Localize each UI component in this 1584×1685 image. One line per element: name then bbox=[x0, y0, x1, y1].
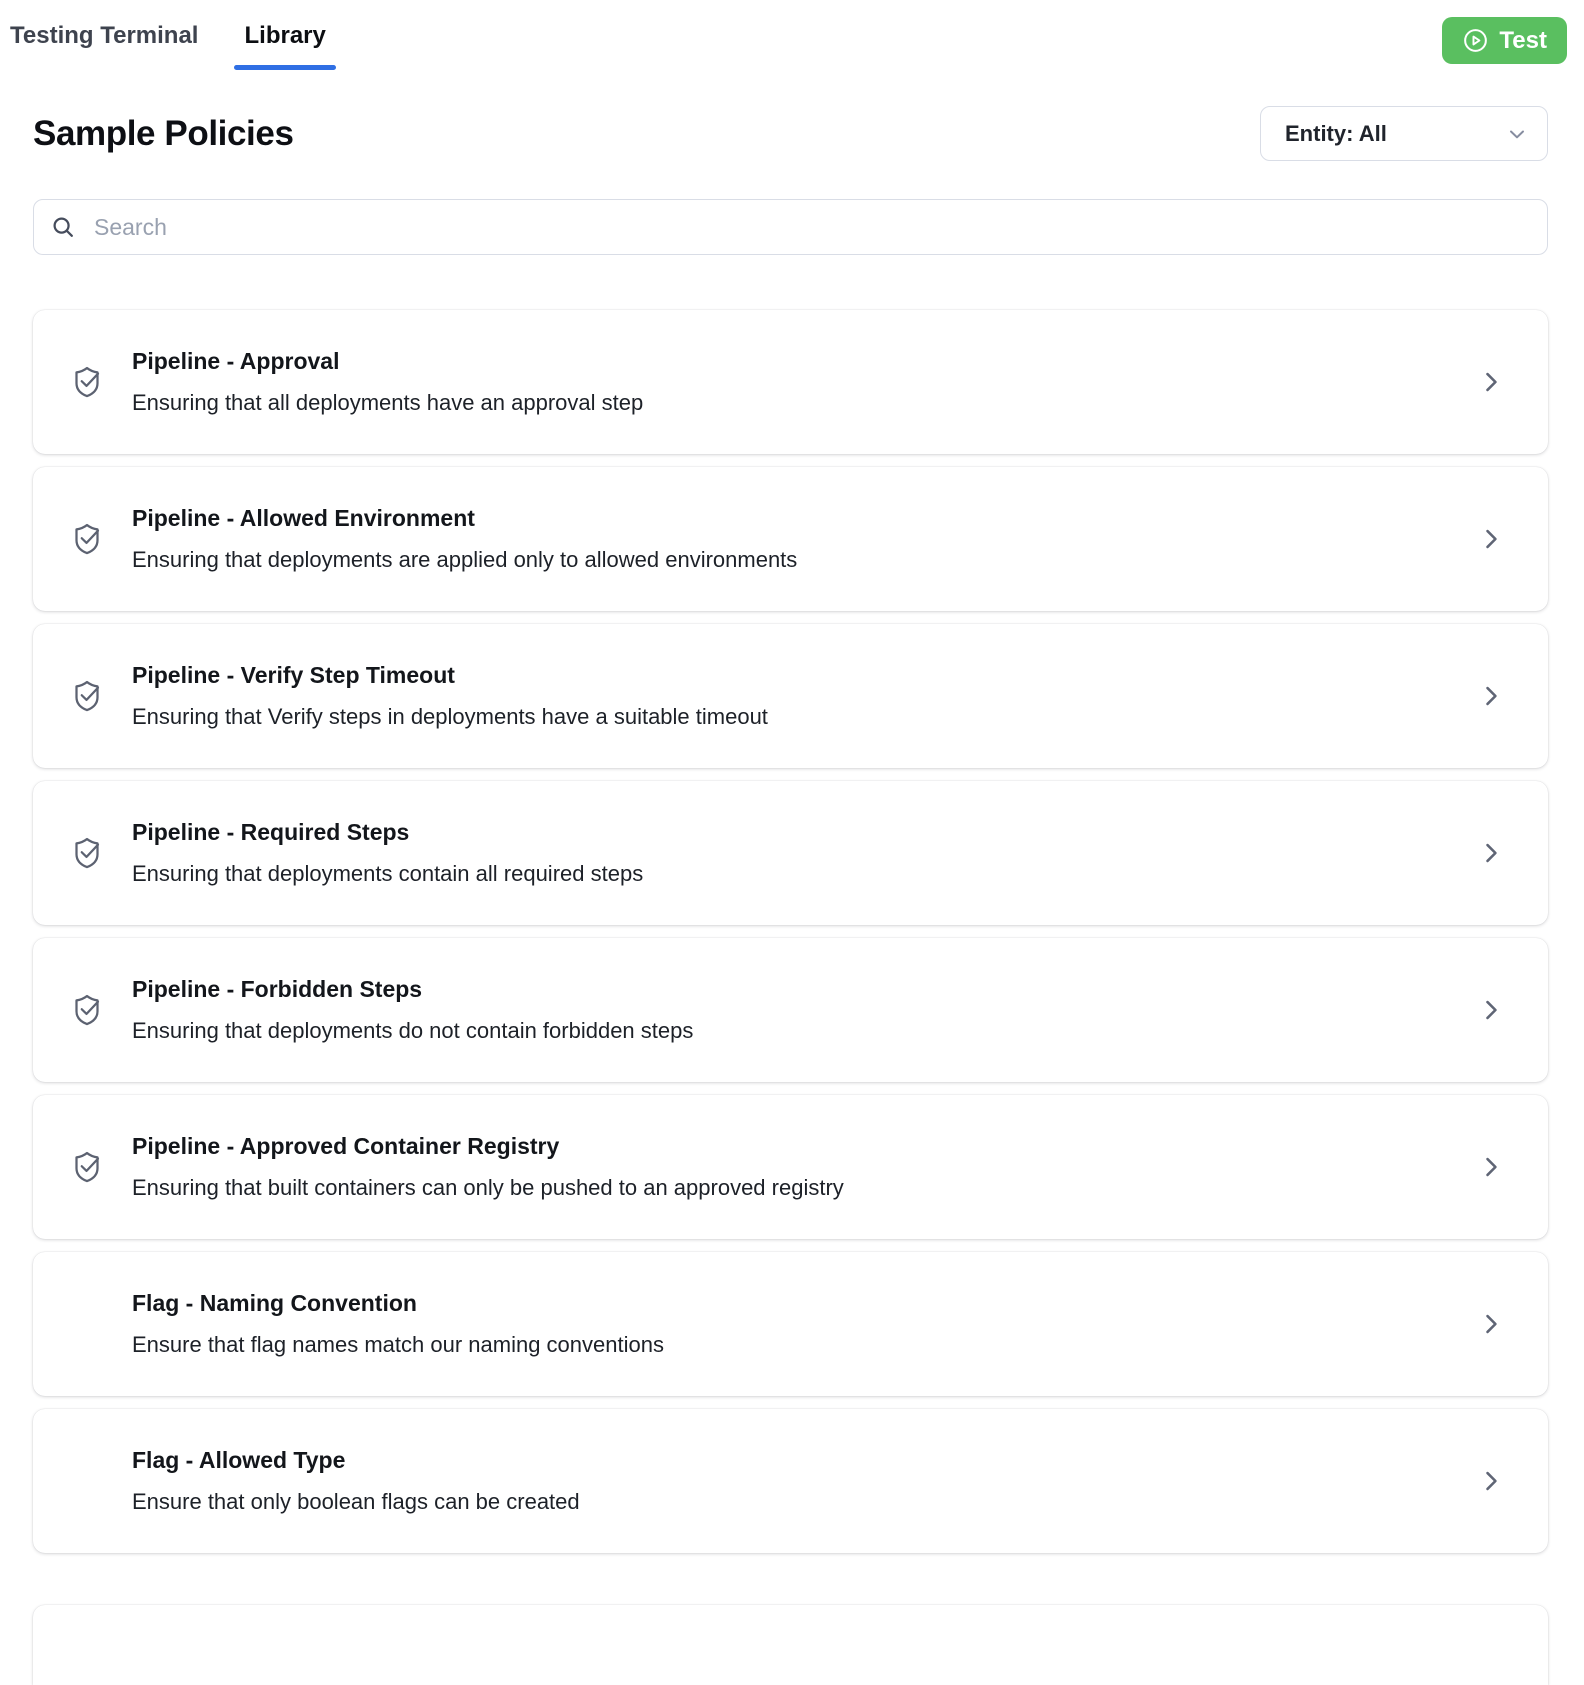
search-icon bbox=[50, 214, 77, 241]
policy-description: Ensuring that deployments contain all re… bbox=[132, 861, 644, 887]
chevron-right-icon bbox=[1477, 525, 1505, 553]
policy-description: Ensure that only boolean flags can be cr… bbox=[132, 1489, 580, 1515]
policy-card-text: Flag - Naming Convention Ensure that fla… bbox=[132, 1290, 1477, 1359]
chevron-right-icon bbox=[1477, 1153, 1505, 1181]
shield-check-icon bbox=[68, 363, 106, 401]
policy-card-text: Flag - Allowed Type Ensure that only boo… bbox=[132, 1447, 1477, 1516]
policy-card[interactable]: Pipeline - Approved Container Registry E… bbox=[33, 1095, 1548, 1239]
policy-card-text: Pipeline - Approved Container Registry E… bbox=[132, 1133, 1477, 1202]
chevron-right-icon bbox=[1477, 368, 1505, 396]
policy-description: Ensure that flag names match our naming … bbox=[132, 1332, 664, 1358]
policy-list: Pipeline - Approval Ensuring that all de… bbox=[33, 310, 1548, 1553]
header: Testing Terminal Library Test bbox=[0, 0, 1584, 70]
tab-bar: Testing Terminal Library bbox=[10, 16, 337, 70]
chevron-right-icon bbox=[1477, 1467, 1505, 1495]
page-title: Sample Policies bbox=[33, 113, 294, 153]
chevron-right-icon bbox=[1477, 839, 1505, 867]
policy-card[interactable]: Flag - Allowed Type Ensure that only boo… bbox=[33, 1409, 1548, 1553]
play-circle-icon bbox=[1462, 27, 1489, 54]
policy-card-text: Pipeline - Verify Step Timeout Ensuring … bbox=[132, 662, 1477, 731]
tab-library[interactable]: Library bbox=[234, 16, 337, 70]
chevron-right-icon bbox=[1477, 1310, 1505, 1338]
policy-card[interactable]: Pipeline - Forbidden Steps Ensuring that… bbox=[33, 938, 1548, 1082]
policy-title: Flag - Allowed Type bbox=[132, 1446, 346, 1473]
policy-title: Pipeline - Allowed Environment bbox=[132, 504, 475, 531]
test-button[interactable]: Test bbox=[1442, 17, 1567, 64]
policy-card[interactable]: Pipeline - Required Steps Ensuring that … bbox=[33, 781, 1548, 925]
shield-check-icon bbox=[68, 991, 106, 1029]
policy-description: Ensuring that deployments do not contain… bbox=[132, 1018, 694, 1044]
policy-card[interactable]: Flag - Naming Convention Ensure that fla… bbox=[33, 1252, 1548, 1396]
policy-title: Flag - Naming Convention bbox=[132, 1289, 417, 1316]
partial-next-card bbox=[33, 1605, 1548, 1685]
policy-title: Pipeline - Forbidden Steps bbox=[132, 975, 423, 1002]
policy-card-text: Pipeline - Allowed Environment Ensuring … bbox=[132, 505, 1477, 574]
entity-filter-dropdown[interactable]: Entity: All bbox=[1260, 106, 1548, 161]
policy-description: Ensuring that Verify steps in deployment… bbox=[132, 704, 768, 730]
shield-check-icon bbox=[68, 677, 106, 715]
shield-check-icon bbox=[68, 1148, 106, 1186]
chevron-right-icon bbox=[1477, 996, 1505, 1024]
policy-description: Ensuring that all deployments have an ap… bbox=[132, 390, 644, 416]
shield-check-icon bbox=[68, 520, 106, 558]
shield-check-icon bbox=[68, 834, 106, 872]
policy-description: Ensuring that deployments are applied on… bbox=[132, 547, 798, 573]
policy-card[interactable]: Pipeline - Verify Step Timeout Ensuring … bbox=[33, 624, 1548, 768]
policy-card-text: Pipeline - Approval Ensuring that all de… bbox=[132, 348, 1477, 417]
policy-card[interactable]: Pipeline - Approval Ensuring that all de… bbox=[33, 310, 1548, 454]
policy-title: Pipeline - Required Steps bbox=[132, 818, 410, 845]
policy-title: Pipeline - Approved Container Registry bbox=[132, 1132, 560, 1159]
policy-title: Pipeline - Approval bbox=[132, 347, 340, 374]
chevron-right-icon bbox=[1477, 682, 1505, 710]
policy-description: Ensuring that built containers can only … bbox=[132, 1175, 844, 1201]
policy-title: Pipeline - Verify Step Timeout bbox=[132, 661, 455, 688]
test-button-label: Test bbox=[1499, 26, 1547, 54]
tab-testing-terminal[interactable]: Testing Terminal bbox=[10, 22, 199, 49]
flag-icon bbox=[68, 1305, 106, 1343]
entity-filter-value: Entity: All bbox=[1285, 120, 1387, 146]
policy-card-text: Pipeline - Required Steps Ensuring that … bbox=[132, 819, 1477, 888]
policy-card[interactable]: Pipeline - Allowed Environment Ensuring … bbox=[33, 467, 1548, 611]
chevron-down-icon bbox=[1505, 122, 1529, 146]
policy-card-text: Pipeline - Forbidden Steps Ensuring that… bbox=[132, 976, 1477, 1045]
flag-icon bbox=[68, 1462, 106, 1500]
search-bar bbox=[33, 199, 1548, 255]
search-input[interactable] bbox=[92, 212, 1531, 242]
